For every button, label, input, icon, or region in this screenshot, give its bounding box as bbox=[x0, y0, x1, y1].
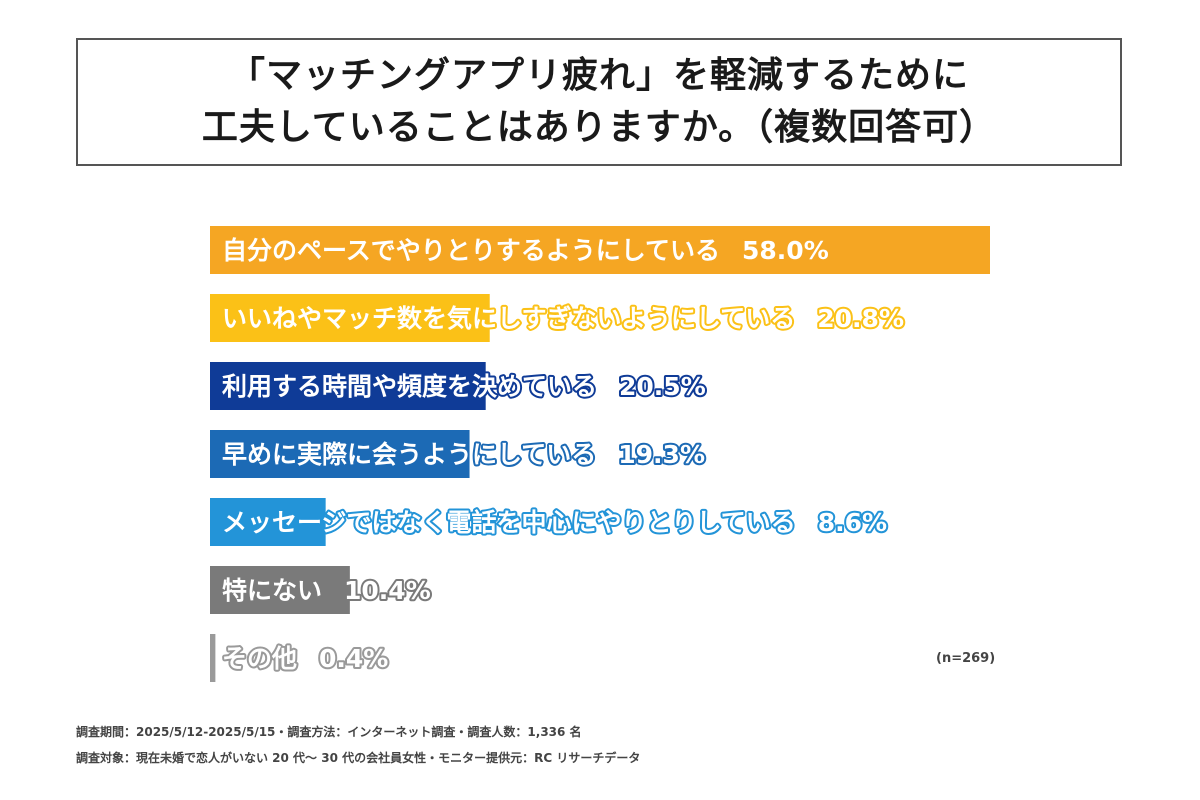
chart-title-line-1: 「マッチングアプリ疲れ」を軽減するために bbox=[228, 55, 969, 96]
bar-6 bbox=[210, 634, 216, 682]
bar-label-3: 早めに実際に会うようにしている 19.3% bbox=[222, 440, 705, 469]
category-label-0: 自分のペースでやりとりするようにしている bbox=[222, 236, 720, 265]
category-label-6: その他 bbox=[222, 644, 297, 673]
category-label-3: 早めに実際に会うようにしている bbox=[222, 440, 596, 469]
survey-footnote-1: 調査期間：2025/5/12-2025/5/15・調査方法：インターネット調査・… bbox=[76, 725, 582, 739]
category-label-1: いいねやマッチ数を気にしすぎないようにしている bbox=[222, 304, 795, 333]
bar-label-5: 特にない 10.4% bbox=[222, 576, 431, 605]
title-box: 「マッチングアプリ疲れ」を軽減するために 工夫していることはありますか。（複数回… bbox=[76, 38, 1122, 166]
bar-label-0: 自分のペースでやりとりするようにしている 58.0% bbox=[222, 236, 829, 265]
value-label-6: 0.4% bbox=[319, 644, 388, 673]
survey-footnote-2: 調査対象：現在未婚で恋人がいない 20 代〜 30 代の会社員女性・モニター提供… bbox=[76, 751, 641, 765]
sample-size-label: (n=269) bbox=[936, 651, 996, 666]
value-label-0: 58.0% bbox=[742, 236, 829, 265]
value-label-1: 20.8% bbox=[817, 304, 904, 333]
bar-1 bbox=[210, 294, 490, 342]
chart-title-line-2: 工夫していることはありますか。（複数回答可） bbox=[201, 107, 997, 148]
bar-0 bbox=[210, 226, 990, 274]
bar-label-6: その他 0.4% bbox=[222, 644, 388, 673]
category-label-2: 利用する時間や頻度を決めている bbox=[222, 372, 597, 401]
category-label-4: メッセージではなく電話を中心にやりとりしている bbox=[222, 508, 796, 537]
bar-label-4: メッセージではなく電話を中心にやりとりしている 8.6% bbox=[222, 508, 887, 537]
bar-label-2: 利用する時間や頻度を決めている 20.5% bbox=[222, 372, 706, 401]
category-label-5: 特にない bbox=[222, 576, 322, 605]
value-label-3: 19.3% bbox=[618, 440, 705, 469]
bar-3 bbox=[210, 430, 470, 478]
bar-2 bbox=[210, 362, 486, 410]
bar-4 bbox=[210, 498, 326, 546]
value-label-5: 10.4% bbox=[344, 576, 431, 605]
value-label-4: 8.6% bbox=[818, 508, 887, 537]
bar-label-1: いいねやマッチ数を気にしすぎないようにしている 20.8% bbox=[222, 304, 904, 333]
value-label-2: 20.5% bbox=[619, 372, 706, 401]
bar-5 bbox=[210, 566, 350, 614]
